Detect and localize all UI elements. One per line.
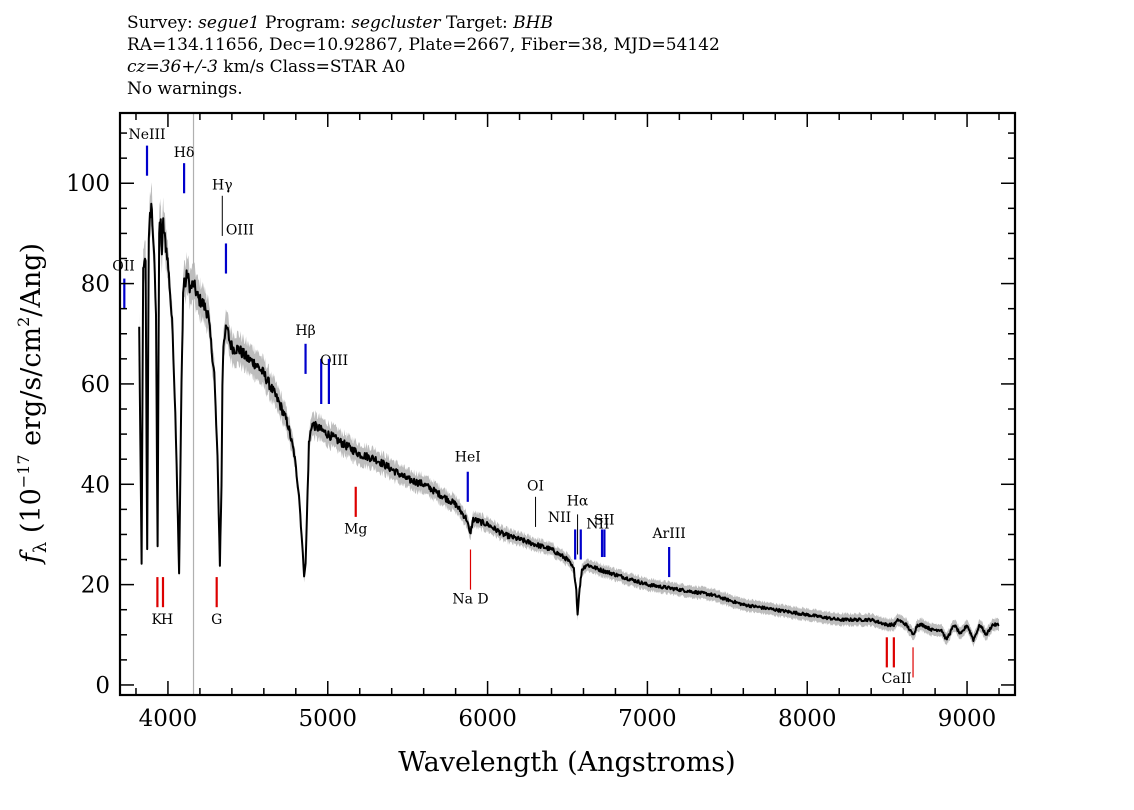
y-tick-label: 60: [81, 372, 110, 398]
cz-value: cz=36+/-3: [127, 57, 218, 77]
line-hei-8-label: HeI: [455, 450, 481, 466]
header-line-survey: Survey: segue1 Program: segcluster Targe…: [127, 12, 720, 34]
line-h-3-label: Hγ: [212, 177, 233, 193]
header-line-coords: RA=134.11656, Dec=10.92867, Plate=2667, …: [127, 35, 720, 55]
tick-layer: 4000 5000 6000 7000 8000 9000 0 20 40 60 80 100: [66, 113, 1015, 732]
target-value: BHB: [513, 13, 553, 33]
line-nii-10-label: NII: [548, 510, 571, 526]
x-tick-label: 5000: [298, 706, 357, 732]
y-axis-title-group: fλ (10−17 erg/s/cm2/Ang): [14, 243, 51, 565]
program-value: segcluster: [351, 13, 441, 33]
line-neiii-0-label: NeIII: [128, 127, 165, 143]
survey-value: segue1: [198, 13, 260, 33]
line-label-layer: NeIIIOIIHδHγOIIIHβOIIIHeIOINIIHαNIISIIAr…: [112, 127, 914, 687]
target-label: Target:: [445, 13, 508, 33]
header-line-warnings: No warnings.: [127, 79, 243, 99]
y-tick-label: 20: [81, 573, 110, 599]
y-tick-label: 40: [81, 472, 110, 498]
error-band-layer: [139, 182, 999, 648]
y-tick-label: 100: [66, 171, 110, 197]
line-g-19-label: G: [211, 612, 222, 628]
line-sii-13-label: SII: [594, 512, 615, 528]
x-tick-label: 6000: [458, 706, 517, 732]
survey-label: Survey:: [127, 13, 193, 33]
line-oii-1-label: OII: [112, 259, 135, 275]
spectrum-line: [138, 202, 1000, 642]
header-line-redshift: cz=36+/-3 km/s Class=STAR A0: [127, 56, 720, 78]
plot-frame: [118, 111, 1017, 697]
x-tick-label: 9000: [938, 706, 997, 732]
line-h-2-label: Hδ: [174, 145, 195, 161]
line-caii-21-label: CaII: [882, 671, 912, 687]
y-tick-label: 0: [95, 673, 110, 699]
y-axis-title: fλ (10−17 erg/s/cm2/Ang): [14, 243, 51, 565]
line-h-18-label: H: [161, 612, 173, 628]
error-band: [139, 182, 999, 648]
line-k-17-label: K: [152, 612, 163, 628]
program-label: Program:: [265, 13, 346, 33]
x-tick-label: 8000: [778, 706, 837, 732]
spectrum-header: Survey: segue1 Program: segcluster Targe…: [127, 12, 720, 100]
x-axis-title: Wavelength (Angstroms): [398, 747, 735, 778]
line-oiii-6-label: OIII: [320, 353, 348, 369]
line-nad-20-label: Na D: [452, 592, 488, 608]
x-tick-label: 7000: [618, 706, 677, 732]
line-h-11-label: Hα: [567, 493, 589, 509]
spectrum-layer: [138, 202, 1000, 642]
line-ariii-15-label: ArIII: [651, 526, 685, 542]
line-h-5-label: Hβ: [295, 323, 315, 339]
line-mg-16-label: Mg: [344, 521, 367, 537]
x-tick-label: 4000: [139, 706, 198, 732]
line-nii-12-label: NII: [586, 516, 609, 532]
line-oi-9-label: OI: [527, 478, 544, 494]
class-value: km/s Class=STAR A0: [223, 57, 406, 77]
y-tick-label: 80: [81, 272, 110, 298]
line-oiii-4-label: OIII: [226, 222, 254, 238]
